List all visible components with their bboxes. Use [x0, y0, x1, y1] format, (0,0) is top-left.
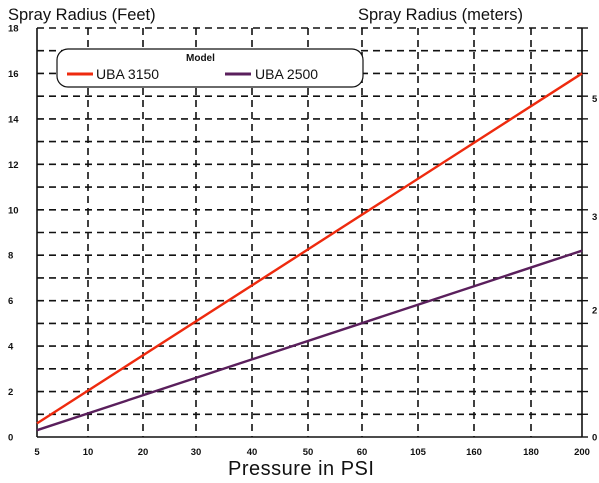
- y-right-tick-label: 2: [592, 305, 597, 316]
- y-right-tick-label: 0: [592, 433, 597, 444]
- x-tick-label: 10: [83, 447, 94, 458]
- series-line-uba-2500: [36, 249, 583, 432]
- x-axis-title: Pressure in PSI: [228, 458, 374, 480]
- x-tick-label: 30: [191, 447, 202, 458]
- y-left-tick-label: 18: [8, 24, 19, 35]
- x-tick-label: 160: [466, 447, 482, 458]
- gridlines: [37, 27, 582, 437]
- y-left-tick-label: 2: [8, 387, 13, 398]
- legend-label-uba-2500: UBA 2500: [255, 66, 318, 82]
- legend-title: Model: [186, 53, 215, 64]
- y-left-tick-label: 10: [8, 205, 19, 216]
- series-line-uba-3150: [36, 72, 583, 425]
- y-left-tick-label: 6: [8, 296, 13, 307]
- legend-label-uba-3150: UBA 3150: [96, 66, 159, 82]
- x-tick-label: 40: [247, 447, 258, 458]
- x-tick-label: 20: [138, 447, 149, 458]
- y-right-tick-label: 3: [592, 212, 597, 223]
- y-left-tick-label: 4: [8, 342, 14, 353]
- right-axis-title: Spray Radius (meters): [358, 6, 523, 24]
- x-tick-label: 180: [523, 447, 539, 458]
- y-left-tick-label: 14: [8, 114, 19, 125]
- legend: Model UBA 3150 UBA 2500: [56, 48, 364, 88]
- x-tick-label: 105: [410, 447, 427, 458]
- x-tick-label: 50: [303, 447, 314, 458]
- x-tick-label: 60: [357, 447, 368, 458]
- y-left-tick-label: 12: [8, 160, 19, 171]
- legend-box: [56, 48, 364, 88]
- x-tick-label: 200: [574, 447, 590, 458]
- y-left-tick-label: 16: [8, 69, 19, 80]
- series-lines: [36, 72, 583, 432]
- y-left-tick-label: 8: [8, 251, 13, 262]
- left-axis-title: Spray Radius (Feet): [8, 6, 156, 24]
- y-left-tick-label: 0: [8, 433, 13, 444]
- y-right-tick-label: 5: [592, 94, 598, 105]
- x-tick-label: 5: [34, 447, 40, 458]
